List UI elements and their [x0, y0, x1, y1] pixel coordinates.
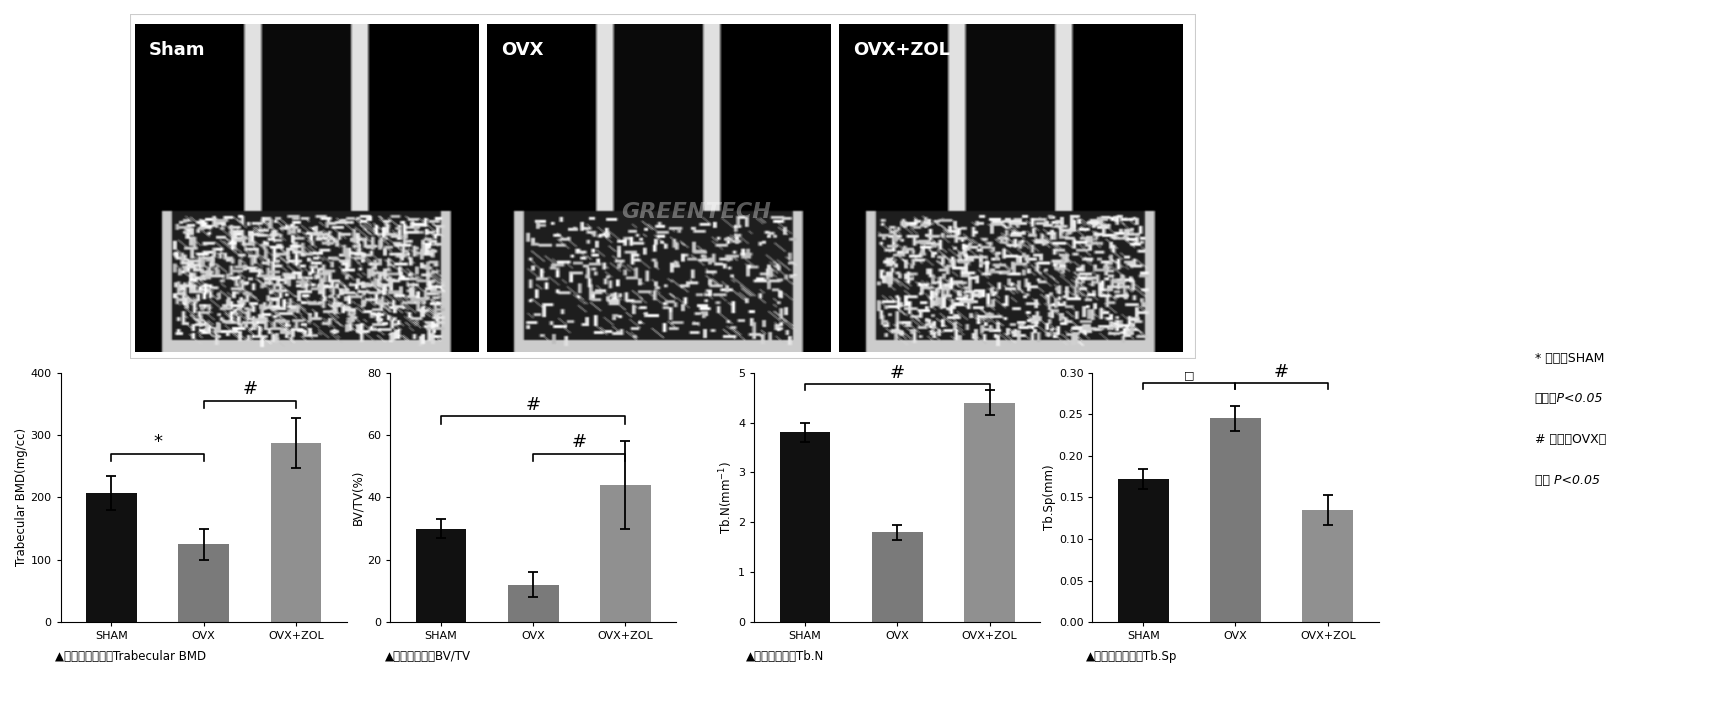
Text: #: # — [525, 396, 541, 414]
Bar — [1210, 418, 1261, 622]
Bar — [1118, 479, 1169, 622]
Text: #: # — [243, 380, 257, 399]
Text: #: # — [572, 433, 586, 451]
Bar — [416, 529, 466, 622]
Text: #: # — [890, 364, 905, 382]
Text: ▲骨体积分数：BV/TV: ▲骨体积分数：BV/TV — [385, 650, 472, 663]
Text: □: □ — [1184, 370, 1195, 380]
Bar — [964, 403, 1014, 622]
Y-axis label: Trabecular BMD(mg/cc): Trabecular BMD(mg/cc) — [16, 428, 28, 567]
Y-axis label: BV/TV(%): BV/TV(%) — [352, 470, 364, 525]
Y-axis label: Tb.N(mm$^{-1}$): Tb.N(mm$^{-1}$) — [718, 461, 735, 534]
Bar — [872, 532, 922, 622]
Bar — [600, 485, 650, 622]
Bar — [780, 432, 831, 622]
Text: 相比 P<0.05: 相比 P<0.05 — [1535, 474, 1599, 486]
Text: 组相比P<0.05: 组相比P<0.05 — [1535, 392, 1604, 405]
Text: # 代表和OVX组: # 代表和OVX组 — [1535, 433, 1606, 446]
Text: ▲骨小梁分离度：Tb.Sp: ▲骨小梁分离度：Tb.Sp — [1085, 650, 1177, 663]
Text: GREENTECH: GREENTECH — [621, 202, 772, 222]
Bar — [87, 493, 137, 622]
Text: OVX+ZOL: OVX+ZOL — [853, 41, 950, 59]
Bar — [179, 544, 229, 622]
Text: #: # — [1274, 363, 1288, 380]
Text: * 代表和SHAM: * 代表和SHAM — [1535, 352, 1604, 364]
Bar — [508, 585, 558, 622]
Text: Sham: Sham — [149, 41, 206, 59]
Text: ▲松质骨骨密度：Trabecular BMD: ▲松质骨骨密度：Trabecular BMD — [55, 650, 206, 663]
Bar — [271, 443, 321, 622]
Y-axis label: Tb.Sp(mm): Tb.Sp(mm) — [1042, 465, 1056, 530]
Text: OVX: OVX — [501, 41, 543, 59]
Text: *: * — [153, 434, 161, 451]
Text: ▲骨小梁数量：Tb.N: ▲骨小梁数量：Tb.N — [746, 650, 824, 663]
Bar — [1302, 510, 1353, 622]
